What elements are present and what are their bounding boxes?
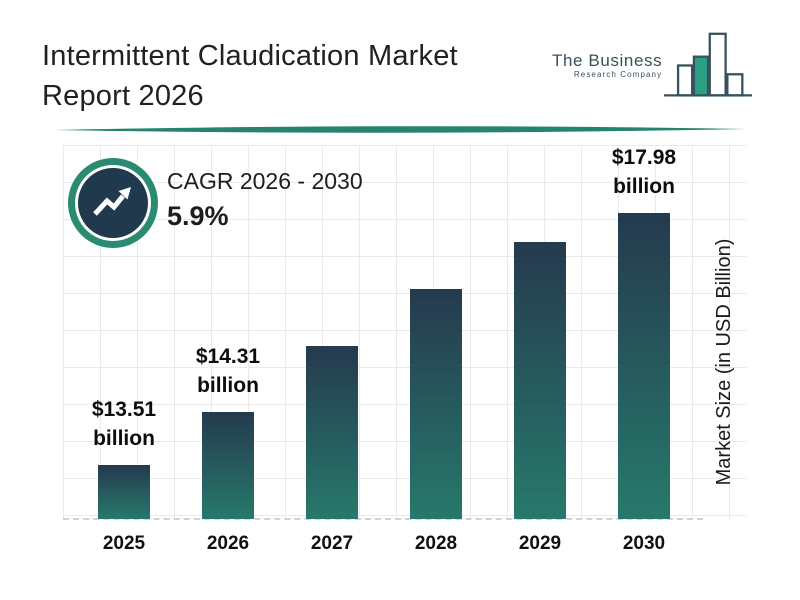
cagr-text-block: CAGR 2026 - 2030 5.9% xyxy=(167,168,363,232)
cagr-badge xyxy=(68,158,158,248)
bar-2028 xyxy=(410,289,462,519)
x-tick-2029: 2029 xyxy=(518,533,562,554)
bar-value-label-2025: $13.51 billion xyxy=(91,398,157,450)
page-title-line2: Report 2026 xyxy=(42,80,204,112)
x-tick-2030: 2030 xyxy=(622,533,666,554)
x-tick-2025: 2025 xyxy=(102,533,146,554)
cagr-label: CAGR 2026 - 2030 xyxy=(167,168,363,194)
y-axis-label: Market Size (in USD Billion) xyxy=(713,238,735,486)
x-tick-2028: 2028 xyxy=(414,533,458,554)
trending-up-icon xyxy=(78,168,148,238)
company-logo-text: The Business Research Company xyxy=(552,52,662,79)
page-title: Intermittent Claudication Market Report … xyxy=(42,36,458,116)
bar-2026 xyxy=(202,412,254,519)
company-logo: The Business Research Company xyxy=(552,28,762,112)
divider-line xyxy=(0,122,800,140)
x-tick-2026: 2026 xyxy=(206,533,250,554)
company-name: The Business xyxy=(552,51,663,70)
bar-value-label-2026: $14.31 billion xyxy=(195,345,261,397)
x-tick-2027: 2027 xyxy=(310,533,354,554)
chart-baseline xyxy=(63,518,703,520)
bar-2029 xyxy=(514,242,566,519)
bar-2025 xyxy=(98,465,150,519)
bar-value-label-2030: $17.98 billion xyxy=(611,146,677,198)
page-title-line1: Intermittent Claudication Market xyxy=(42,40,458,72)
bar-skyline-icon xyxy=(664,28,753,115)
bar-2030 xyxy=(618,213,670,519)
company-subname: Research Company xyxy=(573,70,663,79)
bar-2027 xyxy=(306,346,358,519)
cagr-value: 5.9% xyxy=(167,201,229,231)
